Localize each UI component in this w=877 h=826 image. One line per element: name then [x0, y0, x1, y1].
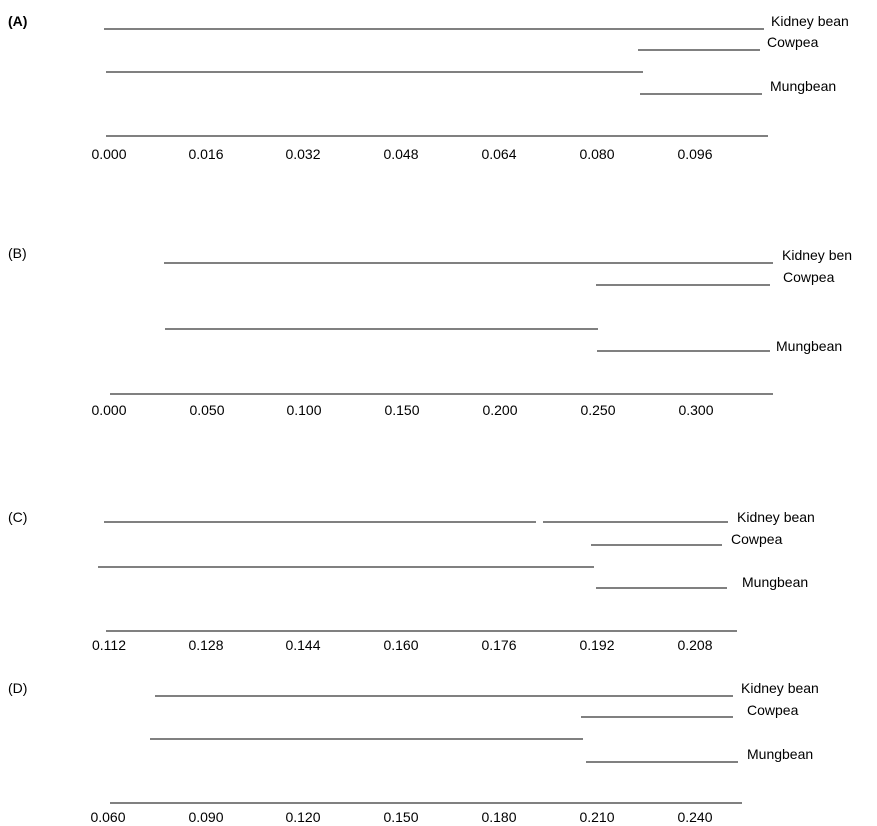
scale-tick-label: 0.128 [188, 637, 223, 653]
scale-tick-label: 0.144 [285, 637, 320, 653]
panel-label: (B) [8, 245, 27, 261]
scale-tick-label: 0.192 [579, 637, 614, 653]
scale-tick-label: 0.000 [91, 402, 126, 418]
taxon-label-mungbean: Mungbean [747, 746, 813, 762]
panel-c: (C) Kidney bean Cowpea Mungbean 0.112 0.… [8, 509, 815, 653]
taxon-label-cowpea: Cowpea [747, 702, 799, 718]
scale-tick-label: 0.000 [91, 146, 126, 162]
scale-tick-label: 0.150 [383, 809, 418, 825]
scale-tick-label: 0.064 [481, 146, 516, 162]
scale-tick-label: 0.100 [286, 402, 321, 418]
panel-label: (A) [8, 13, 27, 29]
scale-tick-label: 0.096 [677, 146, 712, 162]
scale-tick-label: 0.048 [383, 146, 418, 162]
scale-tick-label: 0.180 [481, 809, 516, 825]
scale-tick-label: 0.032 [285, 146, 320, 162]
taxon-label-cowpea: Cowpea [731, 531, 783, 547]
scale-tick-label: 0.150 [384, 402, 419, 418]
taxon-label-cowpea: Cowpea [783, 269, 835, 285]
scale-tick-label: 0.090 [188, 809, 223, 825]
scale-tick-label: 0.080 [579, 146, 614, 162]
taxon-label-kidney-bean: Kidney ben [782, 247, 852, 263]
scale-tick-label: 0.210 [579, 809, 614, 825]
panel-b: (B) Kidney ben Cowpea Mungbean 0.000 0.0… [8, 245, 852, 418]
scale-tick-label: 0.208 [677, 637, 712, 653]
scale-tick-label: 0.240 [677, 809, 712, 825]
scale-tick-label: 0.160 [383, 637, 418, 653]
scale-tick-label: 0.250 [580, 402, 615, 418]
scale-tick-label: 0.050 [189, 402, 224, 418]
scale-tick-label: 0.060 [90, 809, 125, 825]
taxon-label-kidney-bean: Kidney bean [741, 680, 819, 696]
scale-tick-label: 0.300 [678, 402, 713, 418]
scale-tick-label: 0.120 [285, 809, 320, 825]
scale-tick-label: 0.176 [481, 637, 516, 653]
scale-tick-label: 0.200 [482, 402, 517, 418]
panel-a: (A) Kidney bean Cowpea Mungbean 0.000 0.… [8, 13, 849, 162]
panel-label: (C) [8, 509, 27, 525]
panel-label: (D) [8, 680, 27, 696]
taxon-label-mungbean: Mungbean [776, 338, 842, 354]
taxon-label-cowpea: Cowpea [767, 34, 819, 50]
scale-tick-label: 0.016 [188, 146, 223, 162]
panel-d: (D) Kidney bean Cowpea Mungbean 0.060 0.… [8, 680, 819, 825]
taxon-label-kidney-bean: Kidney bean [771, 13, 849, 29]
taxon-label-mungbean: Mungbean [770, 78, 836, 94]
taxon-label-kidney-bean: Kidney bean [737, 509, 815, 525]
scale-tick-label: 0.112 [92, 637, 126, 653]
taxon-label-mungbean: Mungbean [742, 574, 808, 590]
